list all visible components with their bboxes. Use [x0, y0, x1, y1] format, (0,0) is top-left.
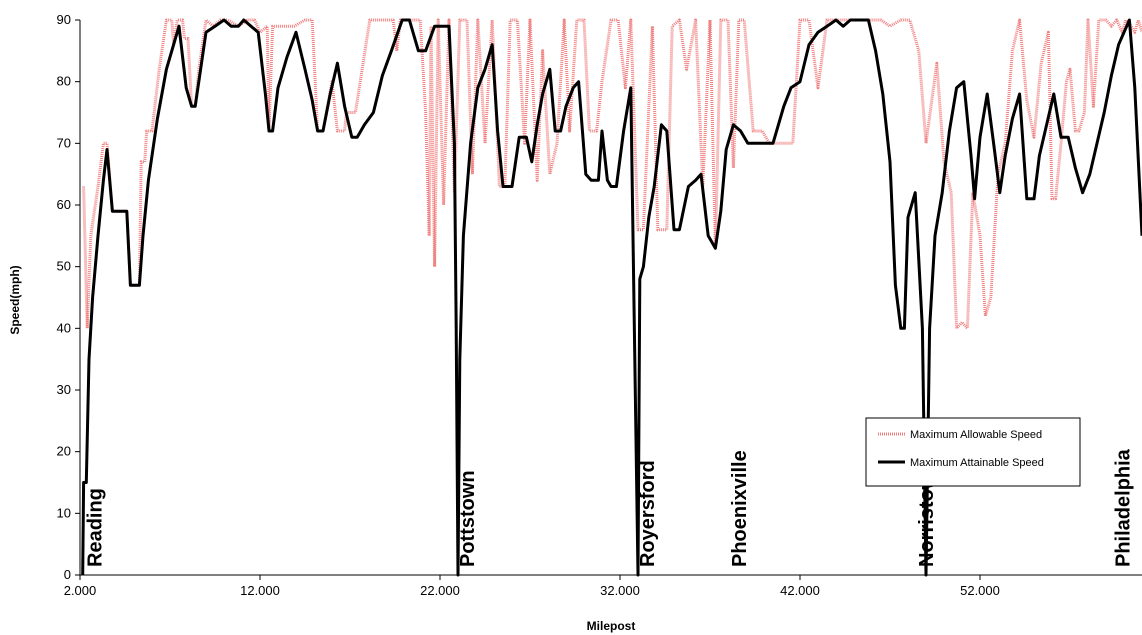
station-label-norristown: Norristown: [916, 461, 938, 567]
x-tick-label: 12.000: [240, 583, 280, 598]
series-line-attainable-speed: [81, 18, 1142, 577]
y-tick-label: 40: [57, 320, 71, 335]
legend-box: [865, 417, 1081, 487]
station-label-royersford: Royersford: [637, 460, 659, 567]
y-tick-label: 80: [57, 74, 71, 89]
legend-label-attainable: Maximum Attainable Speed: [910, 457, 1044, 469]
x-tick-label: 22.000: [420, 583, 460, 598]
y-tick-label: 70: [57, 135, 71, 150]
y-tick-label: 0: [64, 567, 71, 582]
y-tick-label: 20: [57, 444, 71, 459]
y-tick-label: 90: [57, 12, 71, 27]
x-tick-label: 2.000: [64, 583, 97, 598]
series-line-allowable-speed: [82, 18, 1142, 330]
y-ticks: 0 10 20 30 40 50 60 70 80 90: [57, 12, 80, 582]
y-tick-label: 10: [57, 505, 71, 520]
x-tick-label: 32.000: [600, 583, 640, 598]
x-axis-title: Milepost: [587, 619, 636, 633]
station-label-reading: Reading: [85, 488, 107, 567]
y-axis-title: Speed(mph): [8, 265, 22, 334]
y-tick-label: 30: [57, 382, 71, 397]
station-label-philadelphia: Philadelphia: [1112, 448, 1134, 567]
y-tick-label: 60: [57, 197, 71, 212]
station-labels: Reading Pottstown Royersford Phoenixville No…: [85, 448, 1135, 567]
x-ticks: 2.000 12.000 22.000 32.000 42.000 52.000: [64, 575, 1000, 598]
y-tick-label: 50: [57, 259, 71, 274]
x-tick-label: 52.000: [960, 583, 1000, 598]
axes: [79, 20, 1142, 576]
series-layer: [81, 18, 1142, 577]
station-label-pottstown: Pottstown: [457, 470, 479, 567]
x-tick-label: 42.000: [780, 583, 820, 598]
legend-label-allowable: Maximum Allowable Speed: [910, 429, 1042, 441]
station-label-phoenixville: Phoenixville: [729, 450, 751, 567]
legend: Maximum Allowable Speed Maximum Attainab…: [865, 417, 1081, 487]
